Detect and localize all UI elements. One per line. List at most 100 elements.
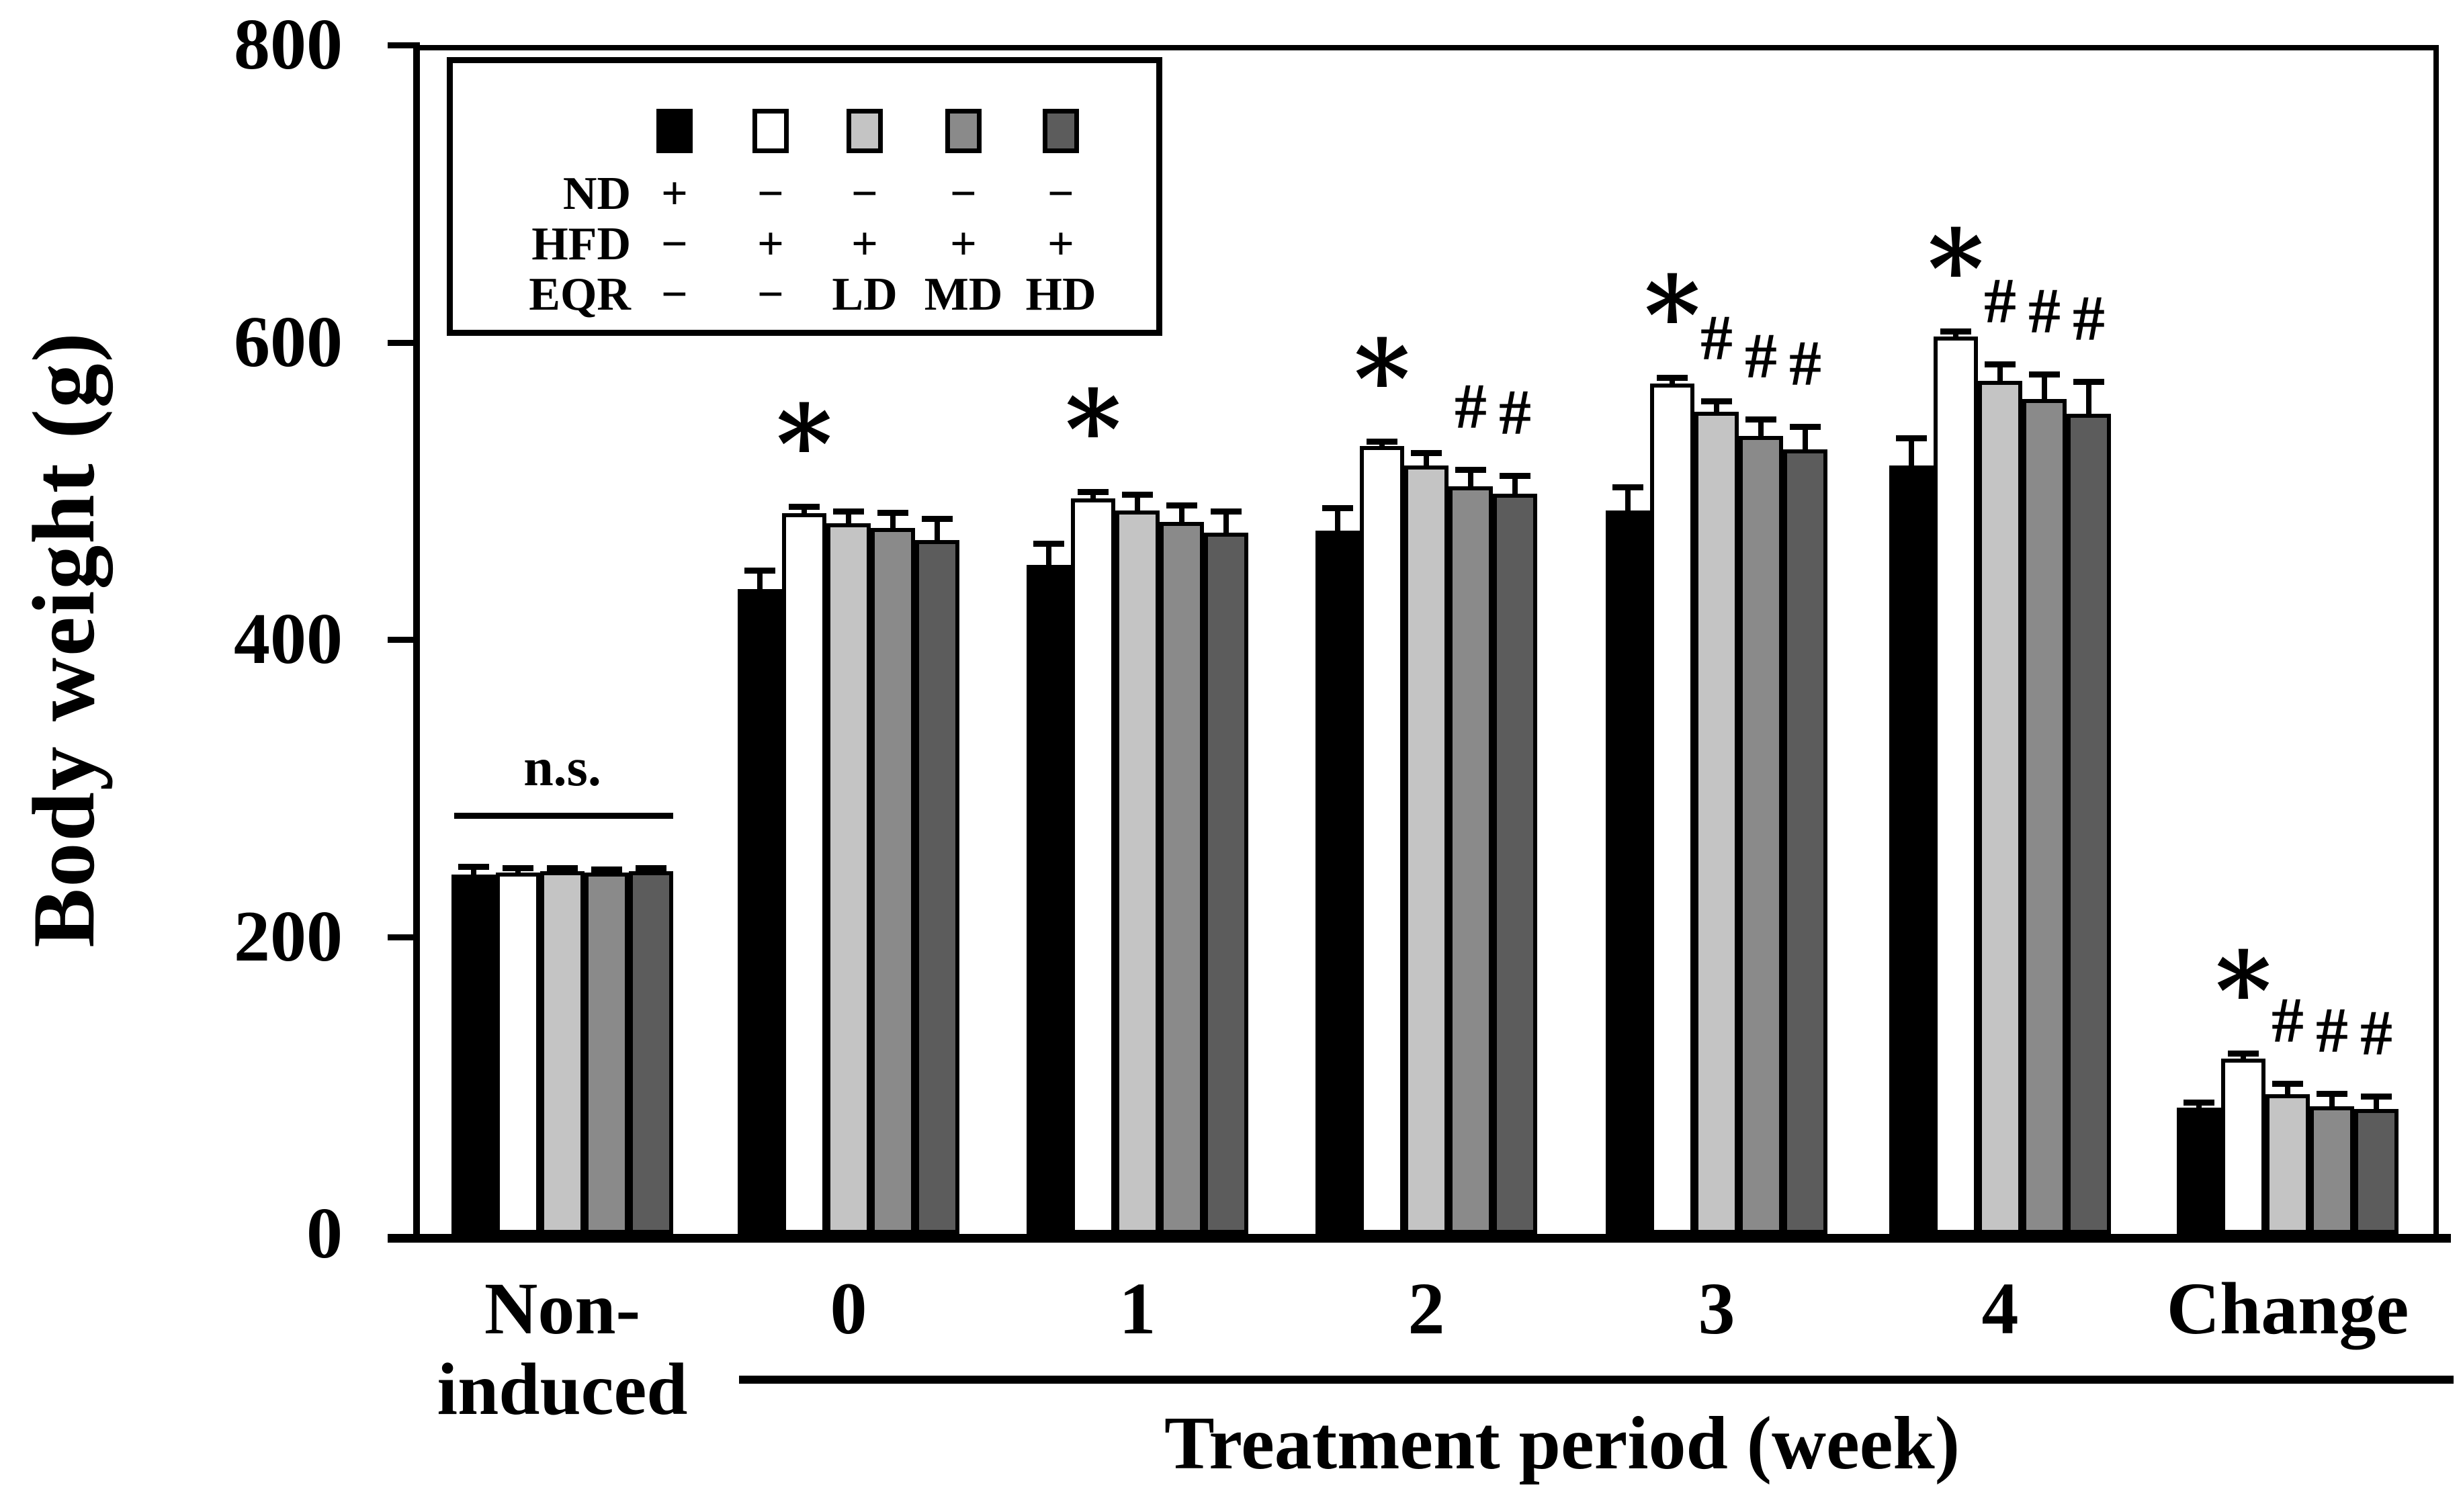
bar-ND-1 (738, 588, 782, 1234)
error-bar-cap (591, 866, 622, 873)
error-bar-cap (922, 515, 953, 522)
error-bar-cap (1033, 541, 1064, 547)
error-bar-cap (2361, 1094, 2392, 1100)
error-bar-cap (1500, 472, 1530, 479)
error-bar-stem (1090, 492, 1096, 498)
bar-ND-0 (451, 874, 496, 1234)
error-bar-cap (833, 508, 864, 515)
error-bar-stem (890, 513, 896, 529)
bar-HFD-EQR-MD-3 (1449, 486, 1493, 1234)
error-bar-cap (1211, 508, 1242, 515)
bar-HFD-EQR-MD-1 (871, 528, 915, 1234)
error-bar-stem (1909, 439, 1914, 466)
legend-swatch-ND (656, 109, 693, 153)
y-tick-label: 400 (234, 599, 343, 679)
y-tick (388, 637, 420, 643)
x-category-label: 4 (1981, 1268, 2019, 1349)
error-bar-stem (1335, 508, 1340, 531)
significance-star: ∗ (767, 360, 842, 487)
error-bar-stem (1424, 453, 1429, 466)
bar-HFD-EQR-HD-5 (2067, 413, 2111, 1234)
error-bar-cap (1701, 398, 1732, 404)
x-category-label: 0 (830, 1268, 867, 1349)
bar-ND-4 (1606, 510, 1650, 1234)
bar-HFD-EQR-LD-5 (1978, 381, 2022, 1234)
legend-cell: + (1047, 218, 1074, 270)
error-bar-cap (458, 863, 489, 870)
error-bar-stem (1468, 470, 1473, 487)
bar-HFD-EQR-MD-6 (2310, 1106, 2354, 1234)
error-bar-stem (2086, 382, 2091, 414)
error-bar-stem (1135, 495, 1140, 510)
x-category-label: Change (2166, 1268, 2409, 1349)
x-bracket-line (739, 1376, 2454, 1384)
bar-HFD-EQR-HD-2 (1204, 532, 1248, 1234)
legend-cell: + (950, 218, 977, 270)
error-bar-stem (1997, 364, 2003, 382)
bar-HFD-EQR-LD-1 (826, 523, 871, 1234)
x-category-label: 1 (1119, 1268, 1156, 1349)
error-bar-cap (1657, 374, 1688, 381)
error-bar-stem (2374, 1097, 2379, 1110)
error-bar-cap (2317, 1091, 2347, 1098)
error-bar-stem (1758, 419, 1764, 436)
bar-HFD-EQR-MD-5 (2022, 398, 2067, 1234)
bar-ND-2 (1027, 565, 1071, 1234)
bar-HFD-1 (782, 513, 826, 1234)
bar-HFD-2 (1071, 498, 1115, 1234)
significance-star: ∗ (1055, 345, 1131, 472)
significance-hash: # (2272, 983, 2304, 1056)
significance-hash: # (1700, 302, 1733, 373)
error-bar-cap (1985, 361, 2016, 367)
legend-cell: HD (1025, 269, 1096, 320)
error-bar-cap (1367, 438, 1397, 445)
bar-HFD-EQR-MD-4 (1739, 435, 1783, 1234)
error-bar-cap (1166, 502, 1197, 508)
error-bar-cap (2272, 1080, 2303, 1087)
legend-cell: − (950, 168, 977, 220)
significance-hash: # (2028, 275, 2061, 347)
significance-hash: # (1455, 369, 1487, 442)
significance-hash: # (1789, 326, 1821, 399)
x-axis-line (388, 1234, 2451, 1243)
x-axis-title: Treatment period (week) (1164, 1402, 1960, 1485)
plot-frame (420, 45, 2439, 1239)
y-tick-label: 600 (234, 302, 343, 382)
error-bar-cap (1122, 492, 1153, 498)
error-bar-stem (2329, 1094, 2335, 1106)
legend-swatch-HFD-EQR-LD (847, 109, 883, 153)
error-bar-cap (2184, 1100, 2214, 1106)
legend-swatch-HFD-EQR-MD (945, 109, 982, 153)
significance-star: ∗ (1344, 294, 1420, 421)
bar-ND-3 (1315, 531, 1360, 1234)
error-bar-stem (1714, 402, 1719, 412)
legend-cell: − (1047, 168, 1074, 220)
error-bar-cap (2073, 379, 2104, 386)
legend-cell: − (661, 218, 688, 270)
bar-HFD-EQR-HD-6 (2354, 1109, 2399, 1234)
error-bar-cap (789, 504, 820, 510)
y-tick (388, 934, 420, 940)
significance-hash: # (1984, 264, 2016, 337)
error-bar-stem (1179, 505, 1184, 523)
error-bar-stem (2042, 375, 2047, 399)
y-tick-label: 0 (306, 1194, 343, 1274)
error-bar-stem (1625, 488, 1631, 510)
bar-HFD-EQR-HD-0 (629, 871, 673, 1234)
significance-hash: # (1745, 319, 1777, 392)
significance-star: ∗ (1918, 185, 1993, 311)
bar-HFD-EQR-MD-0 (585, 873, 629, 1234)
significance-hash: # (2073, 282, 2105, 355)
error-bar-stem (1512, 476, 1518, 494)
significance-hash: # (2316, 994, 2348, 1067)
significance-hash: # (2360, 997, 2392, 1069)
legend-swatch-HFD (752, 109, 789, 153)
legend-cell: MD (924, 269, 1003, 320)
ns-bracket-line (454, 813, 673, 819)
error-bar-cap (547, 864, 578, 871)
legend-cell: − (757, 168, 784, 220)
error-bar-cap (2228, 1051, 2259, 1057)
error-bar-stem (757, 571, 763, 589)
error-bar-stem (1803, 427, 1808, 449)
